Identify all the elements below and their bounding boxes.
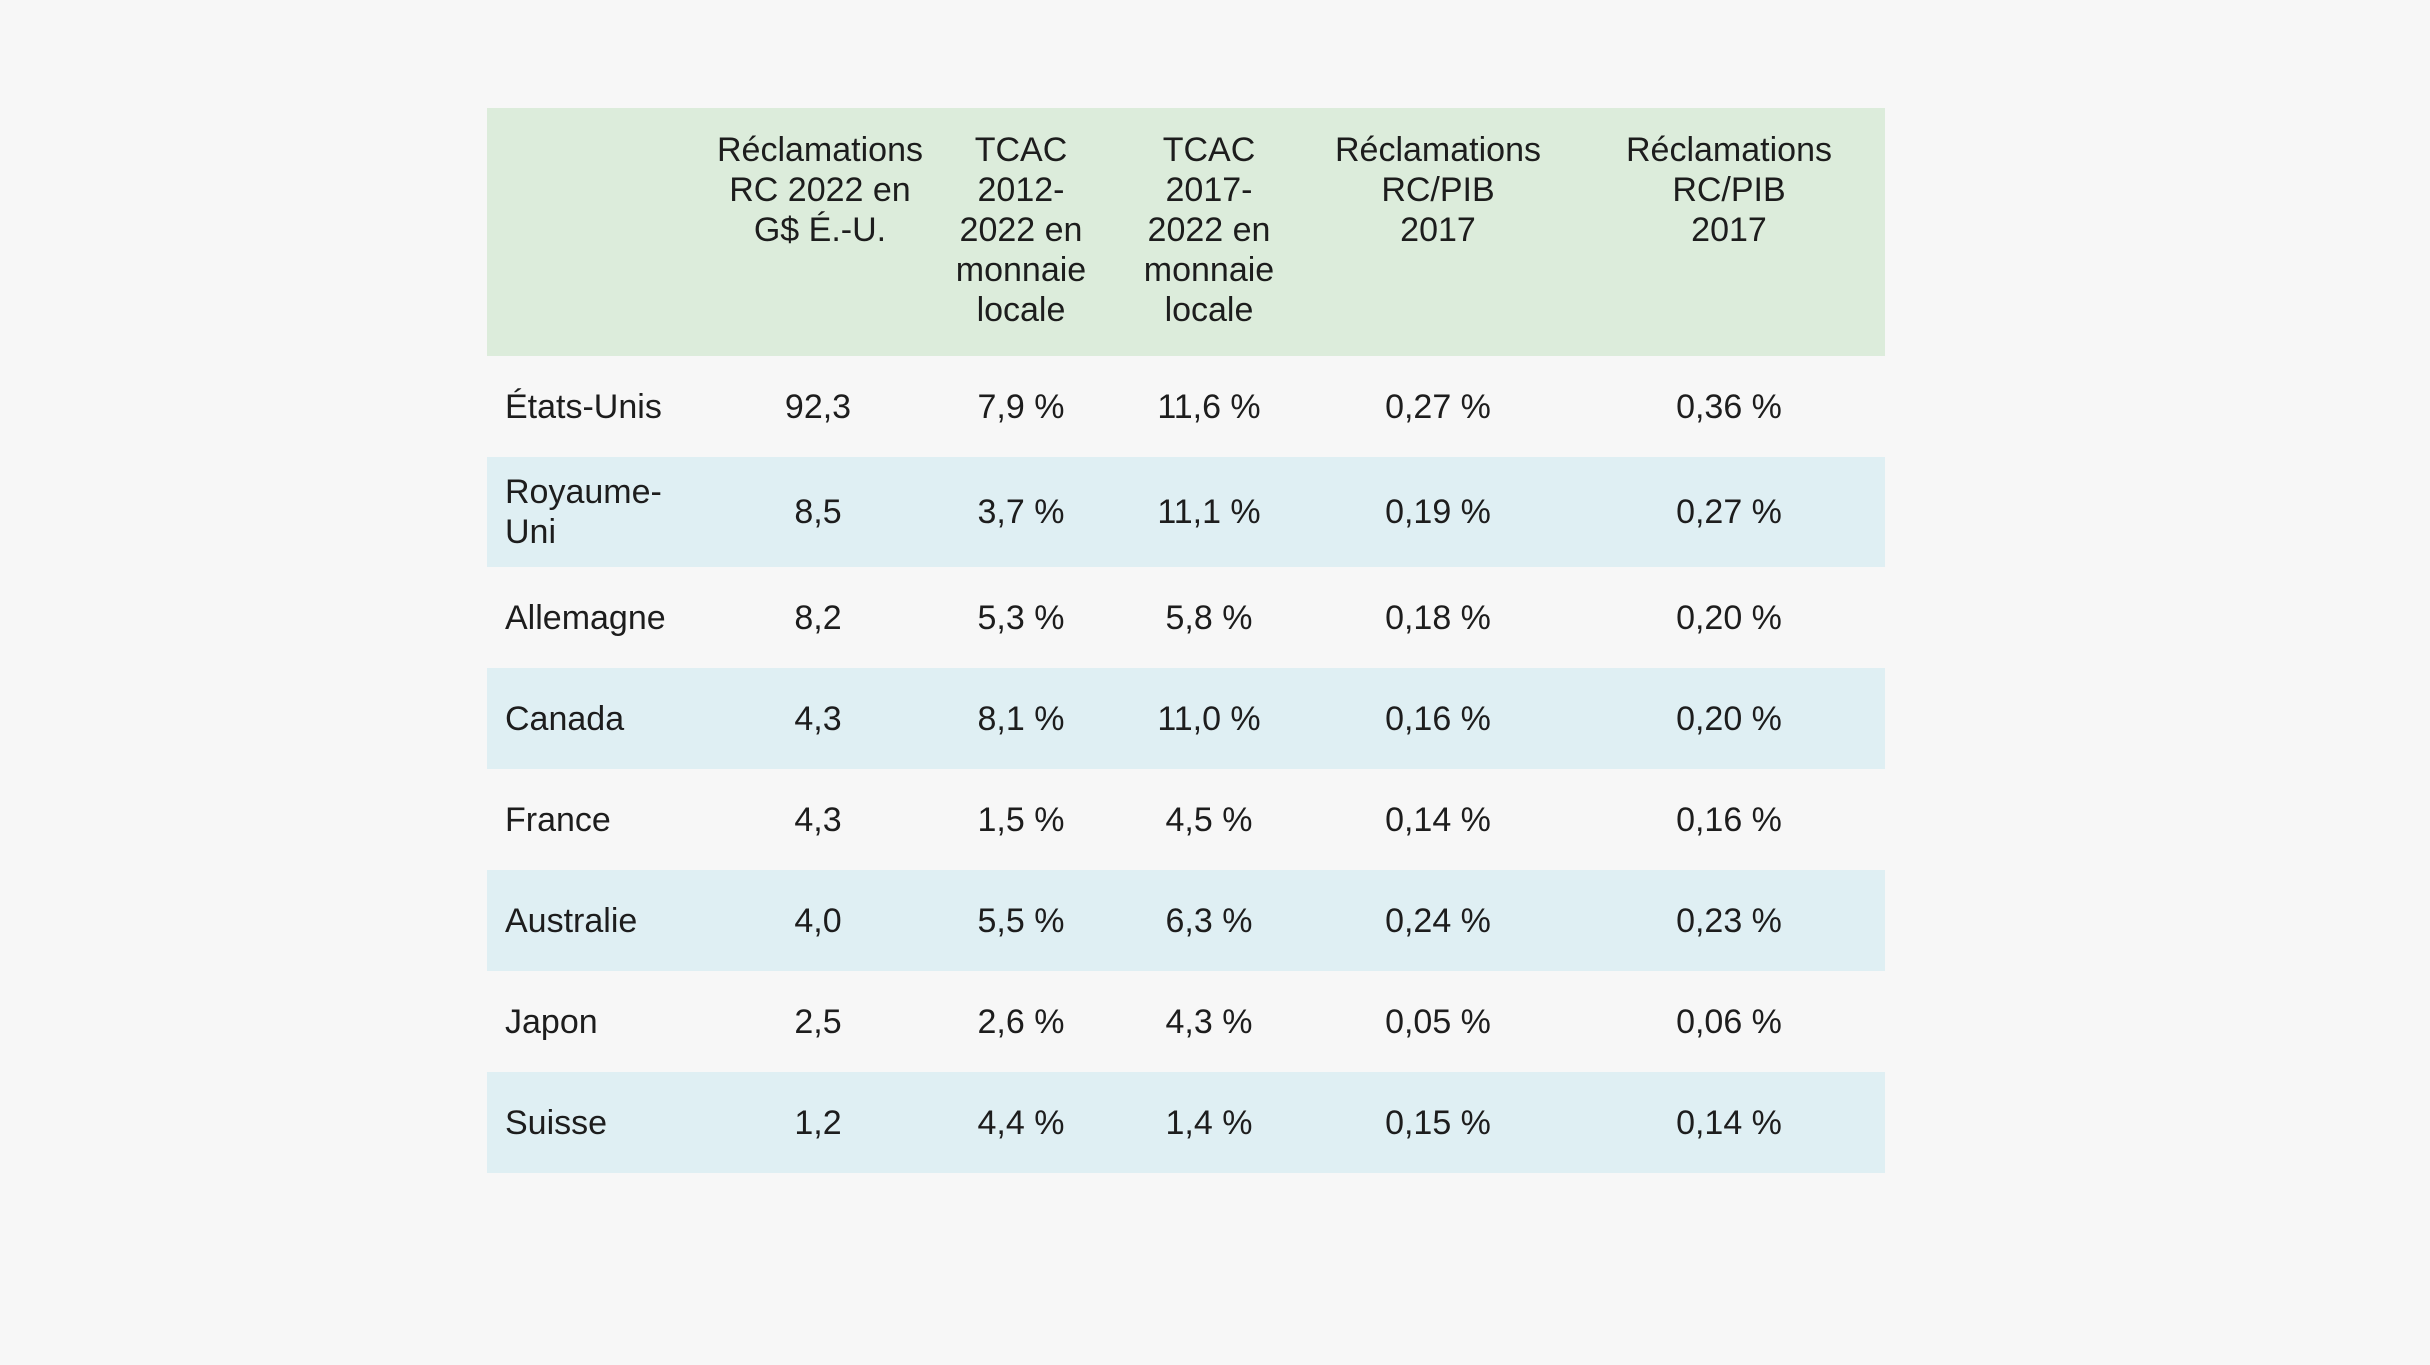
country-name: Royaume-Uni (505, 473, 662, 551)
header-cagr-2012-2022: TCAC 2012- 2022 en monnaie locale (927, 108, 1115, 356)
table-cell: 92,3 (784, 387, 852, 426)
table-cell: 0,27 % (1385, 387, 1491, 426)
table-cell: 4,3 (794, 800, 842, 839)
liability-claims-table: Réclamations RC 2022 en G$ É.-U. TCAC 2012- 2… (487, 108, 1885, 1173)
table-cell: 2,5 (794, 1002, 842, 1041)
table-cell: 1,5 % (977, 800, 1065, 839)
table-row: Canada 4,3 8,1 % 11,0 % 0,16 % 0,20 % (487, 668, 1885, 769)
country-name: Suisse (505, 1103, 608, 1142)
header-claims-2022: Réclamations RC 2022 en G$ É.-U. (709, 108, 927, 356)
table-cell: 4,0 (794, 901, 842, 940)
country-name: Japon (505, 1002, 598, 1041)
table-cell: 4,5 % (1165, 800, 1253, 839)
country-name: France (505, 800, 611, 839)
table-cell: 5,3 % (977, 598, 1065, 637)
table-cell: 0,16 % (1385, 699, 1491, 738)
table-cell: 0,23 % (1676, 901, 1782, 940)
table-cell: 5,8 % (1165, 598, 1253, 637)
column-header-label: TCAC 2012- 2022 en monnaie locale (955, 131, 1087, 329)
table-cell: 0,18 % (1385, 598, 1491, 637)
table-cell: 11,0 % (1157, 699, 1261, 738)
table-cell: 3,7 % (977, 493, 1065, 531)
header-claims-gdp-a: Réclamations RC/PIB 2017 (1303, 108, 1573, 356)
column-header-label: Réclamations RC/PIB 2017 (1335, 131, 1541, 249)
table-cell: 0,27 % (1676, 493, 1782, 531)
table-row: Japon 2,5 2,6 % 4,3 % 0,05 % 0,06 % (487, 971, 1885, 1072)
table-cell: 2,6 % (977, 1002, 1065, 1041)
header-cagr-2017-2022: TCAC 2017- 2022 en monnaie locale (1115, 108, 1303, 356)
table-cell: 0,05 % (1385, 1002, 1491, 1041)
table-cell: 0,06 % (1676, 1002, 1782, 1041)
table-cell: 0,14 % (1385, 800, 1491, 839)
table-row: France 4,3 1,5 % 4,5 % 0,14 % 0,16 % (487, 769, 1885, 870)
table-cell: 0,15 % (1385, 1103, 1491, 1142)
table-cell: 4,4 % (977, 1103, 1065, 1142)
table-cell: 0,16 % (1676, 800, 1782, 839)
table-cell: 8,2 (794, 598, 842, 637)
header-country (487, 108, 709, 356)
table-body: États-Unis 92,3 7,9 % 11,6 % 0,27 % 0,36 % Roy… (487, 356, 1885, 1173)
table-cell: 8,1 % (977, 699, 1065, 738)
column-header-label: Réclamations RC/PIB 2017 (1626, 131, 1832, 249)
table-header-row: Réclamations RC 2022 en G$ É.-U. TCAC 2012- 2… (487, 108, 1885, 356)
table-cell: 1,4 % (1165, 1103, 1253, 1142)
table-row: Suisse 1,2 4,4 % 1,4 % 0,15 % 0,14 % (487, 1072, 1885, 1173)
table-cell: 4,3 (794, 699, 842, 738)
table-cell: 0,20 % (1676, 598, 1782, 637)
country-name: Canada (505, 699, 625, 738)
table-cell: 6,3 % (1165, 901, 1253, 940)
table-row: Allemagne 8,2 5,3 % 5,8 % 0,18 % 0,20 % (487, 567, 1885, 668)
country-name: Australie (505, 901, 638, 940)
table-cell: 0,19 % (1385, 493, 1491, 531)
table-cell: 11,1 % (1157, 493, 1261, 531)
table-cell: 5,5 % (977, 901, 1065, 940)
column-header-label: TCAC 2017- 2022 en monnaie locale (1143, 131, 1275, 329)
table-row: Australie 4,0 5,5 % 6,3 % 0,24 % 0,23 % (487, 870, 1885, 971)
table-cell: 0,20 % (1676, 699, 1782, 738)
table-cell: 8,5 (794, 493, 842, 531)
table-row: Royaume-Uni 8,5 3,7 % 11,1 % 0,19 % 0,27 % (487, 457, 1885, 567)
country-name: États-Unis (505, 387, 662, 426)
table-cell: 11,6 % (1157, 387, 1261, 426)
table-cell: 7,9 % (977, 387, 1065, 426)
table-cell: 4,3 % (1165, 1002, 1253, 1041)
column-header-label: Réclamations RC 2022 en G$ É.-U. (717, 131, 923, 249)
table-cell: 0,14 % (1676, 1103, 1782, 1142)
table-cell: 0,24 % (1385, 901, 1491, 940)
header-claims-gdp-b: Réclamations RC/PIB 2017 (1573, 108, 1885, 356)
table-row: États-Unis 92,3 7,9 % 11,6 % 0,27 % 0,36 % (487, 356, 1885, 457)
table-cell: 0,36 % (1676, 387, 1782, 426)
country-name: Allemagne (505, 598, 666, 637)
table-cell: 1,2 (794, 1103, 842, 1142)
